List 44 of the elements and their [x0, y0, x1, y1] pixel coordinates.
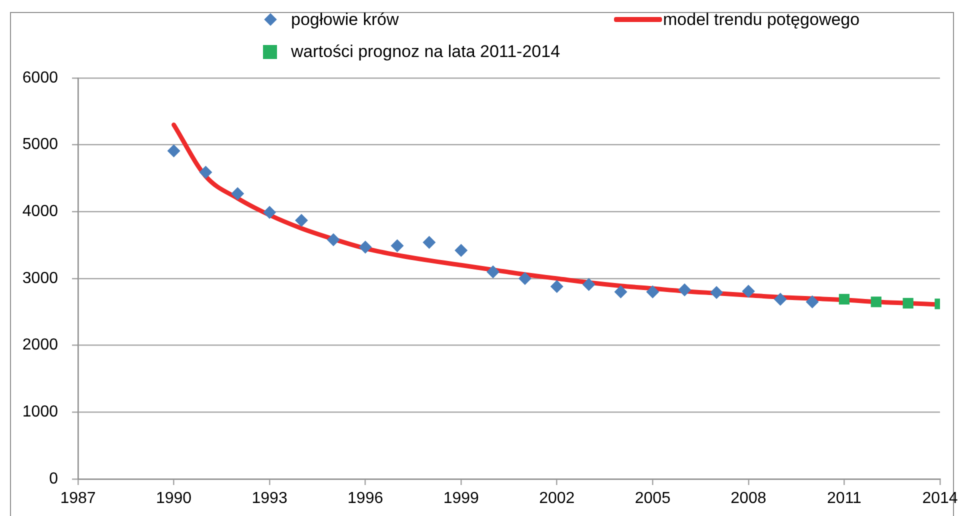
x-tick-label: 1996 — [348, 490, 384, 508]
point — [294, 214, 308, 227]
point — [326, 233, 340, 246]
x-tick-label: 2008 — [730, 490, 766, 508]
point — [486, 265, 500, 278]
point — [167, 144, 180, 158]
y-tick-label: 4000 — [22, 203, 58, 220]
point — [742, 284, 755, 298]
y-tick-label: 6000 — [22, 69, 58, 86]
x-tick-label: 2002 — [539, 490, 575, 508]
x-tick-label: 1987 — [60, 490, 96, 508]
point — [231, 187, 244, 200]
legend-label: model trendu potęgowego — [663, 10, 860, 30]
y-tick-label: 2000 — [22, 336, 58, 354]
point — [422, 236, 436, 249]
point — [390, 239, 404, 252]
point — [199, 166, 212, 179]
x-tick-label: 2014 — [922, 490, 958, 508]
point — [774, 292, 787, 306]
x-tick-label: 1993 — [252, 490, 288, 508]
y-tick-label: 3000 — [22, 270, 58, 287]
x-tick-label: 2005 — [634, 490, 671, 508]
x-tick-label: 2011 — [827, 490, 862, 508]
point — [454, 244, 468, 257]
point — [870, 296, 882, 308]
point — [614, 285, 628, 298]
point — [838, 294, 850, 305]
point — [518, 272, 532, 285]
legend-label: wartości prognoz na lata 2011-2014 — [291, 42, 560, 62]
y-tick-label: 1000 — [22, 404, 58, 421]
x-tick-label: 1990 — [156, 490, 192, 508]
point — [710, 286, 724, 300]
point — [263, 206, 276, 219]
x-tick-label: 1999 — [443, 490, 480, 508]
point — [678, 283, 692, 296]
point — [550, 280, 564, 294]
point — [806, 295, 819, 308]
y-tick-label: 5000 — [22, 136, 58, 154]
point — [902, 298, 914, 309]
y-tick-label: 0 — [49, 470, 58, 488]
point — [358, 240, 372, 254]
legend-label: pogłowie krów — [291, 10, 399, 30]
point — [582, 278, 596, 292]
point — [646, 285, 660, 298]
